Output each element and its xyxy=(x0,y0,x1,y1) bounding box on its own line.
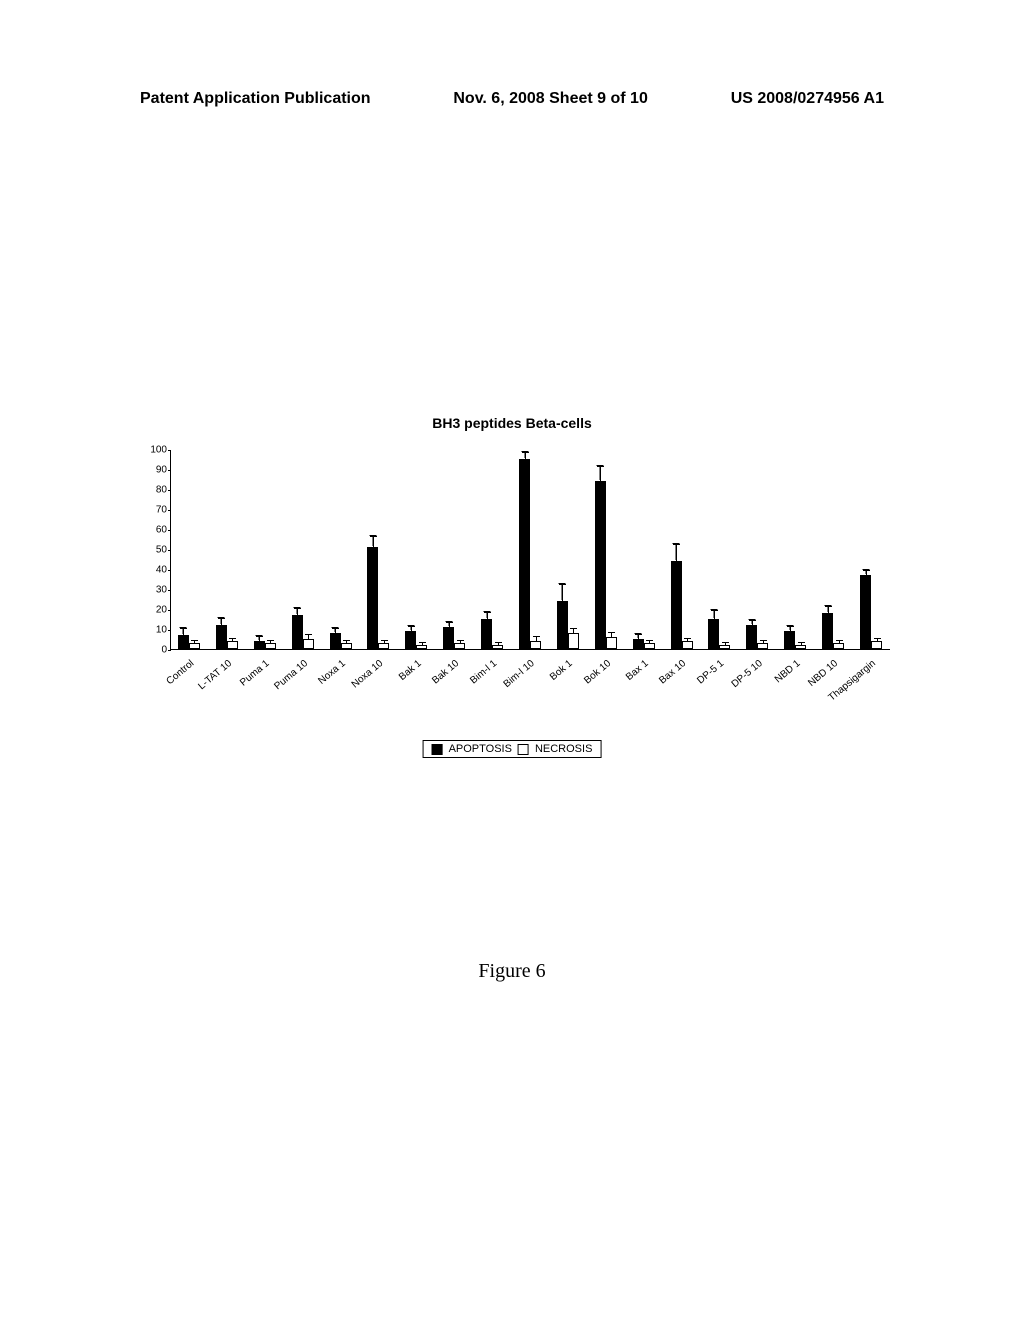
x-tick-label: Bak 10 xyxy=(430,658,461,686)
x-tick-label: Bak 1 xyxy=(397,658,424,683)
header-right: US 2008/0274956 A1 xyxy=(731,90,884,108)
y-tick-label: 0 xyxy=(143,645,167,656)
bar-necrosis xyxy=(265,643,276,649)
x-tick-label: Noxa 1 xyxy=(316,658,347,687)
bar-apoptosis xyxy=(860,575,871,649)
x-tick-label: Puma 1 xyxy=(238,658,271,689)
x-tick-label: NBD 10 xyxy=(806,658,840,689)
x-tick-label: DP-5 1 xyxy=(696,658,727,686)
bar-apoptosis xyxy=(708,619,719,649)
bar-necrosis xyxy=(757,643,768,649)
x-tick-label: Puma 10 xyxy=(272,658,310,692)
y-tick-label: 80 xyxy=(143,485,167,496)
x-tick-label: L-TAT 10 xyxy=(196,658,234,692)
bar-necrosis xyxy=(795,645,806,649)
y-tick-label: 20 xyxy=(143,605,167,616)
y-tick-label: 100 xyxy=(143,445,167,456)
bar-necrosis xyxy=(606,637,617,649)
x-tick-label: Bim-l 1 xyxy=(468,658,499,686)
legend-swatch-apoptosis xyxy=(432,744,443,755)
bar-apoptosis xyxy=(216,625,227,649)
bar-necrosis xyxy=(682,641,693,649)
chart-title: BH3 peptides Beta-cells xyxy=(0,415,1024,431)
y-tick-label: 40 xyxy=(143,565,167,576)
x-tick-label: Bok 1 xyxy=(548,658,575,683)
y-tick-label: 70 xyxy=(143,505,167,516)
bar-necrosis xyxy=(871,641,882,649)
bar-necrosis xyxy=(530,641,541,649)
x-tick-label: Noxa 10 xyxy=(350,658,386,690)
bar-apoptosis xyxy=(330,633,341,649)
chart-legend: APOPTOSIS NECROSIS xyxy=(423,740,602,758)
legend-label-necrosis: NECROSIS xyxy=(535,743,592,755)
y-tick-label: 10 xyxy=(143,625,167,636)
bar-apoptosis xyxy=(519,459,530,649)
bar-necrosis xyxy=(492,645,503,649)
header-center: Nov. 6, 2008 Sheet 9 of 10 xyxy=(453,90,647,108)
bar-apoptosis xyxy=(405,631,416,649)
bar-apoptosis xyxy=(443,627,454,649)
x-tick-label: Bok 10 xyxy=(582,658,613,686)
y-tick-label: 50 xyxy=(143,545,167,556)
bar-apoptosis xyxy=(595,481,606,649)
bar-apoptosis xyxy=(633,639,644,649)
bar-apoptosis xyxy=(784,631,795,649)
bar-necrosis xyxy=(719,645,730,649)
legend-label-apoptosis: APOPTOSIS xyxy=(449,743,512,755)
bar-apoptosis xyxy=(178,635,189,649)
bar-necrosis xyxy=(644,643,655,649)
legend-swatch-necrosis xyxy=(518,744,529,755)
bar-necrosis xyxy=(454,643,465,649)
header-left: Patent Application Publication xyxy=(140,90,371,108)
bar-necrosis xyxy=(378,643,389,649)
bar-apoptosis xyxy=(481,619,492,649)
y-tick-label: 60 xyxy=(143,525,167,536)
x-tick-label: DP-5 10 xyxy=(729,658,764,690)
bar-apoptosis xyxy=(367,547,378,649)
plot-area: 0102030405060708090100 xyxy=(170,450,890,650)
y-tick-label: 90 xyxy=(143,465,167,476)
bar-apoptosis xyxy=(671,561,682,649)
bar-necrosis xyxy=(341,643,352,649)
bar-necrosis xyxy=(227,641,238,649)
bar-apoptosis xyxy=(557,601,568,649)
bar-necrosis xyxy=(568,633,579,649)
y-tick-label: 30 xyxy=(143,585,167,596)
bar-necrosis xyxy=(189,643,200,649)
bar-apoptosis xyxy=(822,613,833,649)
bar-necrosis xyxy=(303,639,314,649)
bar-apoptosis xyxy=(746,625,757,649)
x-tick-label: NBD 1 xyxy=(773,658,803,685)
bar-necrosis xyxy=(833,643,844,649)
bar-apoptosis xyxy=(292,615,303,649)
x-tick-label: Bax 10 xyxy=(658,658,689,686)
x-tick-label: Control xyxy=(164,658,196,687)
page-header: Patent Application Publication Nov. 6, 2… xyxy=(0,90,1024,108)
bar-necrosis xyxy=(416,645,427,649)
figure-caption: Figure 6 xyxy=(0,960,1024,983)
x-tick-label: Bim-l 10 xyxy=(502,658,537,690)
x-tick-label: Bax 1 xyxy=(624,658,651,683)
bar-apoptosis xyxy=(254,641,265,649)
bar-chart: 0102030405060708090100 ControlL-TAT 10Pu… xyxy=(130,440,890,720)
